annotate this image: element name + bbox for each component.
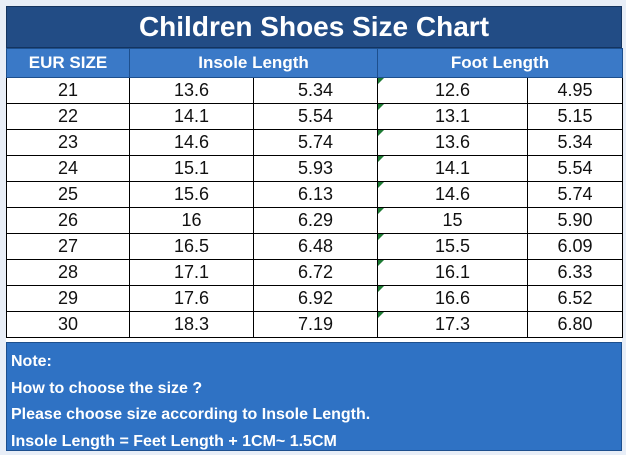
note-heading: Note: bbox=[11, 353, 52, 370]
insole-cm-cell: 15.6 bbox=[129, 181, 254, 208]
foot-in-cell: 4.95 bbox=[526, 77, 624, 104]
table-row: 27 16.5 6.48 15.5 6.09 bbox=[6, 233, 624, 260]
note-line-choose-by-insole: Please choose size according to Insole L… bbox=[11, 406, 371, 423]
table-row: 26 16 6.29 15 5.90 bbox=[6, 207, 624, 234]
insole-in-cell: 6.92 bbox=[253, 285, 378, 312]
eur-size-cell: 24 bbox=[6, 155, 130, 182]
insole-cm-cell: 14.6 bbox=[129, 129, 254, 156]
header-row: EUR SIZE Insole Length Foot Length bbox=[6, 48, 624, 78]
foot-cm-cell: 14.6 bbox=[377, 181, 528, 208]
header-insole-length: Insole Length bbox=[129, 48, 378, 78]
insole-in-cell: 6.72 bbox=[253, 259, 378, 286]
eur-size-cell: 28 bbox=[6, 259, 130, 286]
foot-cm-cell: 17.3 bbox=[377, 311, 528, 338]
foot-cm-cell: 13.6 bbox=[377, 129, 528, 156]
insole-cm-cell: 15.1 bbox=[129, 155, 254, 182]
size-chart-sheet: Children Shoes Size Chart EUR SIZE Insol… bbox=[6, 6, 624, 451]
foot-in-cell: 5.74 bbox=[526, 181, 624, 208]
header-eur-size: EUR SIZE bbox=[6, 48, 130, 78]
foot-cm-cell: 15.5 bbox=[377, 233, 528, 260]
foot-cm-cell: 13.1 bbox=[377, 103, 528, 130]
foot-in-cell: 6.52 bbox=[526, 285, 624, 312]
eur-size-cell: 29 bbox=[6, 285, 130, 312]
table-row: 25 15.6 6.13 14.6 5.74 bbox=[6, 181, 624, 208]
insole-in-cell: 7.19 bbox=[253, 311, 378, 338]
foot-in-cell: 6.09 bbox=[526, 233, 624, 260]
insole-in-cell: 6.29 bbox=[253, 207, 378, 234]
insole-in-cell: 5.54 bbox=[253, 103, 378, 130]
foot-in-cell: 5.90 bbox=[526, 207, 624, 234]
eur-size-cell: 26 bbox=[6, 207, 130, 234]
foot-cm-cell: 14.1 bbox=[377, 155, 528, 182]
insole-in-cell: 6.48 bbox=[253, 233, 378, 260]
insole-cm-cell: 13.6 bbox=[129, 77, 254, 104]
insole-in-cell: 5.93 bbox=[253, 155, 378, 182]
eur-size-cell: 22 bbox=[6, 103, 130, 130]
foot-in-cell: 5.54 bbox=[526, 155, 624, 182]
eur-size-cell: 25 bbox=[6, 181, 130, 208]
size-table: EUR SIZE Insole Length Foot Length 21 13.… bbox=[6, 48, 624, 338]
insole-in-cell: 5.34 bbox=[253, 77, 378, 104]
size-rows: 21 13.6 5.34 12.6 4.95 22 14.1 5.54 13.1 5.15 23 14… bbox=[6, 77, 624, 338]
eur-size-cell: 30 bbox=[6, 311, 130, 338]
foot-in-cell: 5.34 bbox=[526, 129, 624, 156]
insole-cm-cell: 18.3 bbox=[129, 311, 254, 338]
note-line-how-to-choose: How to choose the size ? bbox=[11, 379, 203, 397]
insole-cm-cell: 17.1 bbox=[129, 259, 254, 286]
insole-cm-cell: 16 bbox=[129, 207, 254, 234]
foot-cm-cell: 12.6 bbox=[377, 77, 528, 104]
note-panel: Note: How to choose the size ? Please ch… bbox=[6, 342, 622, 451]
insole-cm-cell: 14.1 bbox=[129, 103, 254, 130]
eur-size-cell: 23 bbox=[6, 129, 130, 156]
table-row: 24 15.1 5.93 14.1 5.54 bbox=[6, 155, 624, 182]
table-row: 23 14.6 5.74 13.6 5.34 bbox=[6, 129, 624, 156]
insole-in-cell: 6.13 bbox=[253, 181, 378, 208]
eur-size-cell: 21 bbox=[6, 77, 130, 104]
insole-in-cell: 5.74 bbox=[253, 129, 378, 156]
insole-cm-cell: 16.5 bbox=[129, 233, 254, 260]
foot-in-cell: 6.33 bbox=[526, 259, 624, 286]
foot-cm-cell: 16.1 bbox=[377, 259, 528, 286]
table-row: 28 17.1 6.72 16.1 6.33 bbox=[6, 259, 624, 286]
foot-cm-cell: 16.6 bbox=[377, 285, 528, 312]
foot-cm-cell: 15 bbox=[377, 207, 528, 234]
table-row: 21 13.6 5.34 12.6 4.95 bbox=[6, 77, 624, 104]
table-row: 30 18.3 7.19 17.3 6.80 bbox=[6, 311, 624, 338]
foot-in-cell: 6.80 bbox=[526, 311, 624, 338]
header-foot-length: Foot Length bbox=[376, 48, 624, 78]
insole-cm-cell: 17.6 bbox=[129, 285, 254, 312]
table-row: 22 14.1 5.54 13.1 5.15 bbox=[6, 103, 624, 130]
note-line-formula: Insole Length = Feet Length + 1CM~ 1.5CM bbox=[11, 432, 337, 450]
chart-title: Children Shoes Size Chart bbox=[6, 6, 622, 48]
eur-size-cell: 27 bbox=[6, 233, 130, 260]
foot-in-cell: 5.15 bbox=[526, 103, 624, 130]
table-row: 29 17.6 6.92 16.6 6.52 bbox=[6, 285, 624, 312]
